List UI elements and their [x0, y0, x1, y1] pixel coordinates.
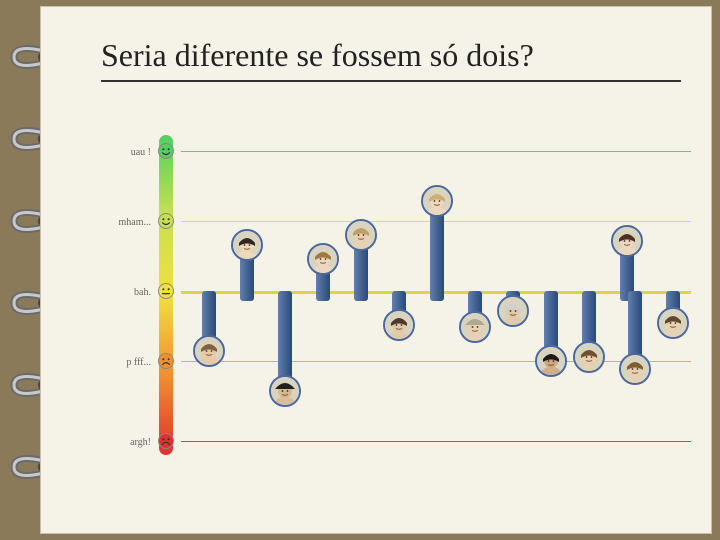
page-title: Seria diferente se fossem só dois?	[101, 37, 681, 74]
person-avatar	[307, 243, 339, 275]
paper-sheet: Seria diferente se fossem só dois? uau !…	[40, 6, 712, 534]
rating-chart: uau ! mham... bah. p fff... argh!	[111, 135, 691, 475]
scale-label: bah.	[111, 287, 151, 298]
person-lollipop	[383, 135, 415, 475]
person-avatar	[383, 309, 415, 341]
person-lollipop	[497, 135, 529, 475]
person-lollipop	[421, 135, 453, 475]
person-lollipop	[535, 135, 567, 475]
mood-face-icon	[158, 283, 174, 299]
person-lollipop	[573, 135, 605, 475]
mood-face-icon	[158, 143, 174, 159]
person-lollipop	[657, 135, 689, 475]
scale-label: argh!	[111, 437, 151, 448]
scale-label: mham...	[111, 217, 151, 228]
mood-face-icon	[158, 433, 174, 449]
spiral-binding	[0, 0, 40, 540]
person-avatar	[269, 375, 301, 407]
person-avatar	[459, 311, 491, 343]
mood-face-icon	[158, 353, 174, 369]
person-lollipop	[193, 135, 225, 475]
person-avatar	[497, 295, 529, 327]
title-underline: Seria diferente se fossem só dois?	[101, 37, 681, 82]
person-avatar	[421, 185, 453, 217]
person-lollipop	[269, 135, 301, 475]
person-avatar	[535, 345, 567, 377]
person-avatar	[573, 341, 605, 373]
person-lollipop	[307, 135, 339, 475]
person-lollipop	[459, 135, 491, 475]
person-avatar	[193, 335, 225, 367]
scale-label: uau !	[111, 147, 151, 158]
scale-label: p fff...	[111, 357, 151, 368]
person-avatar	[657, 307, 689, 339]
person-avatar	[231, 229, 263, 261]
person-lollipop	[619, 135, 651, 475]
person-avatar	[619, 353, 651, 385]
person-lollipop	[231, 135, 263, 475]
mood-face-icon	[158, 213, 174, 229]
person-avatar	[345, 219, 377, 251]
person-lollipop	[345, 135, 377, 475]
